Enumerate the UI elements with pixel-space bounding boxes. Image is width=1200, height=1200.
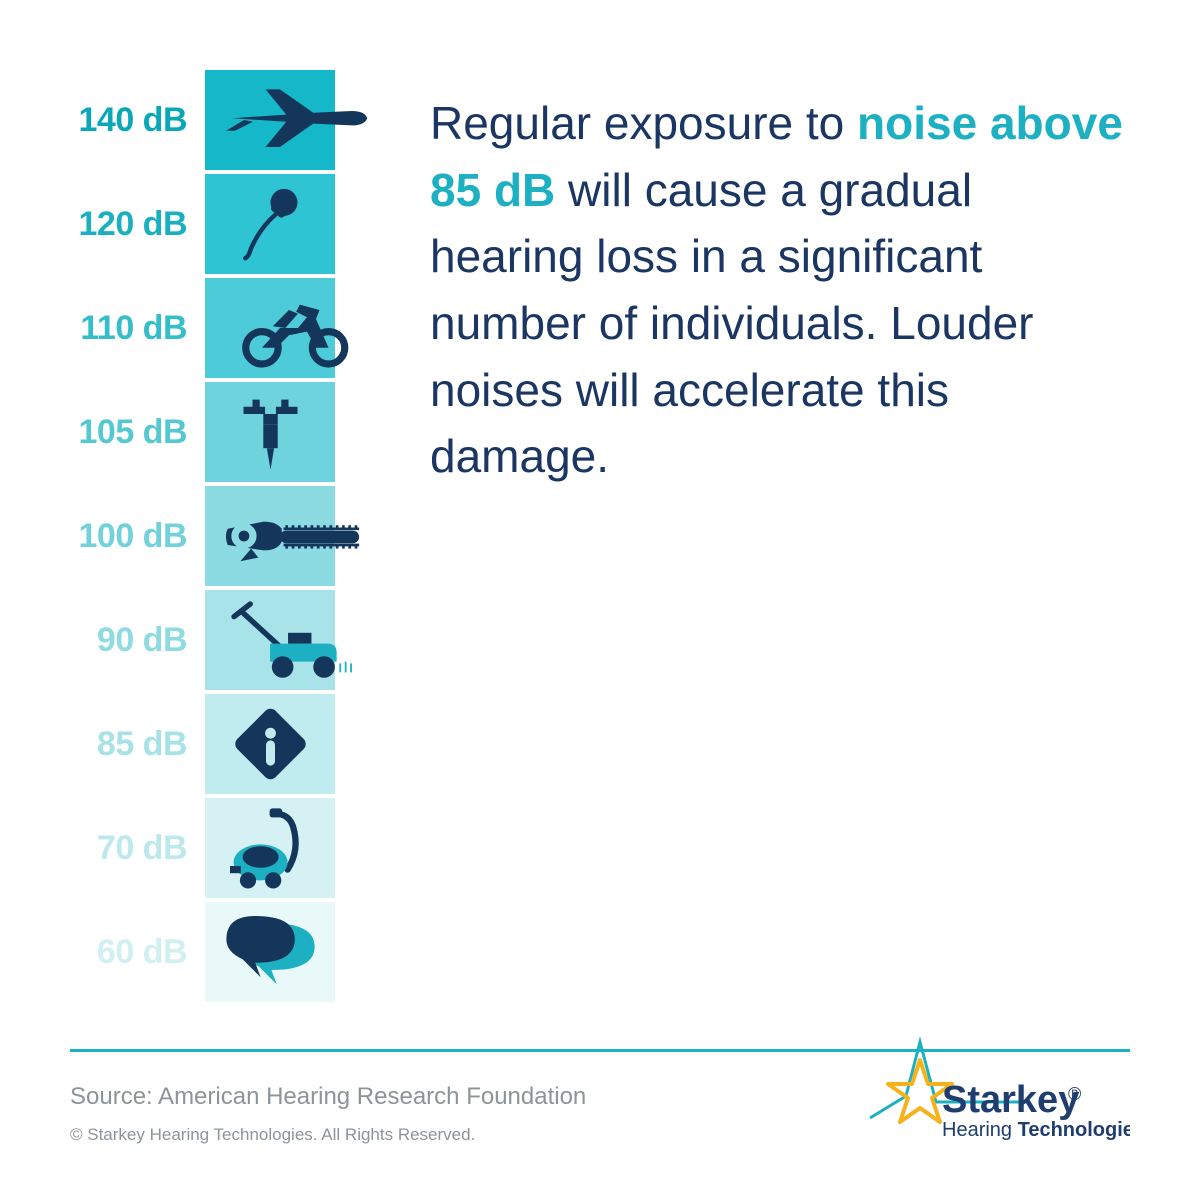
- description-column: Regular exposure to noise above 85 dB wi…: [430, 70, 1130, 1006]
- microphone-icon: [205, 174, 335, 274]
- decibel-label: 110 dB: [70, 309, 205, 348]
- decibel-label: 85 dB: [70, 725, 205, 764]
- airplane-icon: [205, 70, 335, 170]
- scale-row: 140 dB: [70, 70, 370, 170]
- decibel-label: 100 dB: [70, 517, 205, 556]
- content-area: 140 dB 120 dB 110 dB 105 dB 100 dB 90 dB 85 dB…: [70, 70, 1130, 1006]
- main-description-text: Regular exposure to noise above 85 dB wi…: [430, 90, 1130, 490]
- source-label: Source: American Hearing Research Founda…: [70, 1083, 586, 1111]
- decibel-label: 60 dB: [70, 933, 205, 972]
- scale-row: 100 dB: [70, 486, 370, 586]
- scale-row: 85 dB: [70, 694, 370, 794]
- scale-row: 60 dB: [70, 902, 370, 1002]
- vacuum-icon: [205, 798, 335, 898]
- decibel-label: 90 dB: [70, 621, 205, 660]
- decibel-label: 120 dB: [70, 205, 205, 244]
- svg-text:Starkey: Starkey: [942, 1079, 1079, 1121]
- warning-icon: [205, 694, 335, 794]
- decibel-label: 105 dB: [70, 413, 205, 452]
- starkey-logo-svg: Starkey ® Hearing Technologies: [850, 1030, 1130, 1150]
- mower-icon: [205, 590, 335, 690]
- scale-row: 110 dB: [70, 278, 370, 378]
- starkey-logo: Starkey ® Hearing Technologies: [850, 1030, 1130, 1150]
- motorcycle-icon: [205, 278, 335, 378]
- text-part1: Regular exposure to: [430, 97, 857, 149]
- speech-icon: [205, 902, 335, 1002]
- scale-row: 120 dB: [70, 174, 370, 274]
- decibel-label: 140 dB: [70, 101, 205, 140]
- copyright-label: © Starkey Hearing Technologies. All Righ…: [70, 1125, 586, 1145]
- decibel-scale-column: 140 dB 120 dB 110 dB 105 dB 100 dB 90 dB 85 dB…: [70, 70, 370, 1006]
- svg-text:Hearing Technologies: Hearing Technologies: [942, 1119, 1130, 1141]
- scale-row: 105 dB: [70, 382, 370, 482]
- footer: Source: American Hearing Research Founda…: [70, 1083, 586, 1145]
- svg-text:®: ®: [1068, 1084, 1081, 1104]
- scale-row: 70 dB: [70, 798, 370, 898]
- scale-row: 90 dB: [70, 590, 370, 690]
- chainsaw-icon: [205, 486, 335, 586]
- decibel-label: 70 dB: [70, 829, 205, 868]
- jackhammer-icon: [205, 382, 335, 482]
